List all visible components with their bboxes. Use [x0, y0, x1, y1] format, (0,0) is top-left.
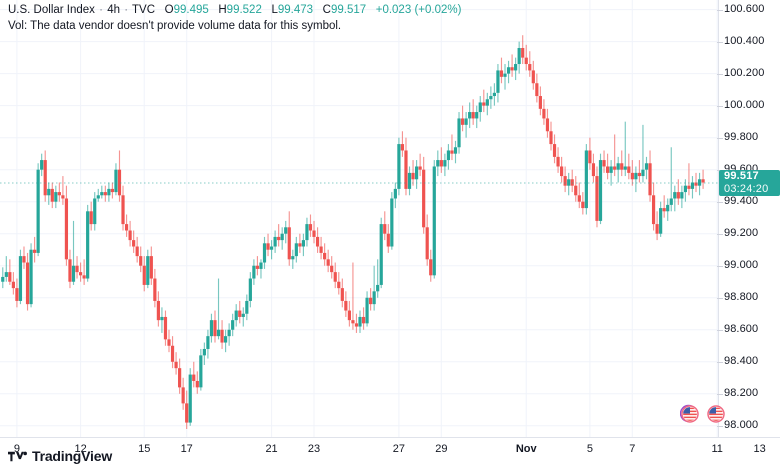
price-tick-label: 100.400 [717, 35, 764, 47]
price-tick-mark [717, 297, 723, 299]
time-tick-label: 9 [13, 443, 20, 455]
price-tick-label: 99.200 [717, 227, 758, 239]
price-tick-mark [717, 361, 723, 363]
price-tick-label: 98.400 [717, 355, 758, 367]
time-tick-label: 29 [435, 443, 448, 455]
price-tick-label: 99.000 [717, 259, 758, 271]
time-tick-label: 23 [307, 443, 321, 455]
price-tick-label: 100.200 [717, 67, 764, 79]
price-axis[interactable]: 100.600 100.400 100.200 100.000 99.800 99.600… [717, 0, 780, 437]
price-axis-divider [718, 0, 719, 437]
time-tick-label: 21 [265, 443, 278, 455]
us-flag-event-icon[interactable] [706, 404, 726, 424]
price-tick-mark [717, 9, 723, 11]
tradingview-logo-icon [8, 451, 27, 461]
tradingview-branding: TradingView [0, 448, 780, 470]
chart-plot-area[interactable] [0, 0, 718, 437]
price-tick-mark [717, 265, 723, 267]
current-price-badge[interactable]: 99.517 03:24:20 [719, 169, 780, 196]
price-tick-mark [717, 105, 723, 107]
price-tick-label: 98.200 [717, 387, 758, 399]
time-tick-label: 7 [629, 443, 636, 455]
current-price-value: 99.517 [724, 170, 759, 183]
price-tick-mark [717, 41, 723, 43]
us-flag-event-icon[interactable] [679, 404, 700, 424]
price-tick-label: 99.800 [717, 131, 758, 143]
price-tick-mark [717, 233, 723, 235]
time-tick-label: 12 [74, 443, 87, 455]
time-tick-label: 11 [711, 443, 723, 455]
price-tick-label: 99.400 [717, 195, 758, 207]
price-tick-label: 98.600 [717, 323, 758, 335]
price-tick-label: 100.000 [717, 99, 764, 111]
price-tick-label: 98.800 [717, 291, 758, 303]
candlestick-series [0, 35, 718, 429]
price-tick-mark [717, 329, 723, 331]
time-tick-label: Nov [515, 443, 537, 455]
price-tick-mark [717, 201, 723, 203]
time-tick-label: 15 [138, 443, 151, 455]
price-tick-mark [717, 73, 723, 75]
bar-countdown-timer: 03:24:20 [724, 182, 769, 195]
price-tick-mark [717, 425, 723, 427]
time-axis[interactable]: 9 12 15 17 21 23 27 29 Nov 5 7 11 13 [0, 437, 780, 461]
time-tick-label: 27 [392, 443, 406, 455]
time-tick-label: 5 [586, 443, 593, 455]
time-tick-label: 13 [753, 443, 766, 455]
time-tick-label: 17 [180, 443, 193, 455]
price-tick-label: 100.600 [717, 3, 764, 15]
price-tick-mark [717, 137, 723, 139]
price-tick-mark [717, 393, 723, 395]
tradingview-wordmark: TradingView [32, 448, 113, 464]
price-tick-label: 98.000 [717, 419, 758, 431]
